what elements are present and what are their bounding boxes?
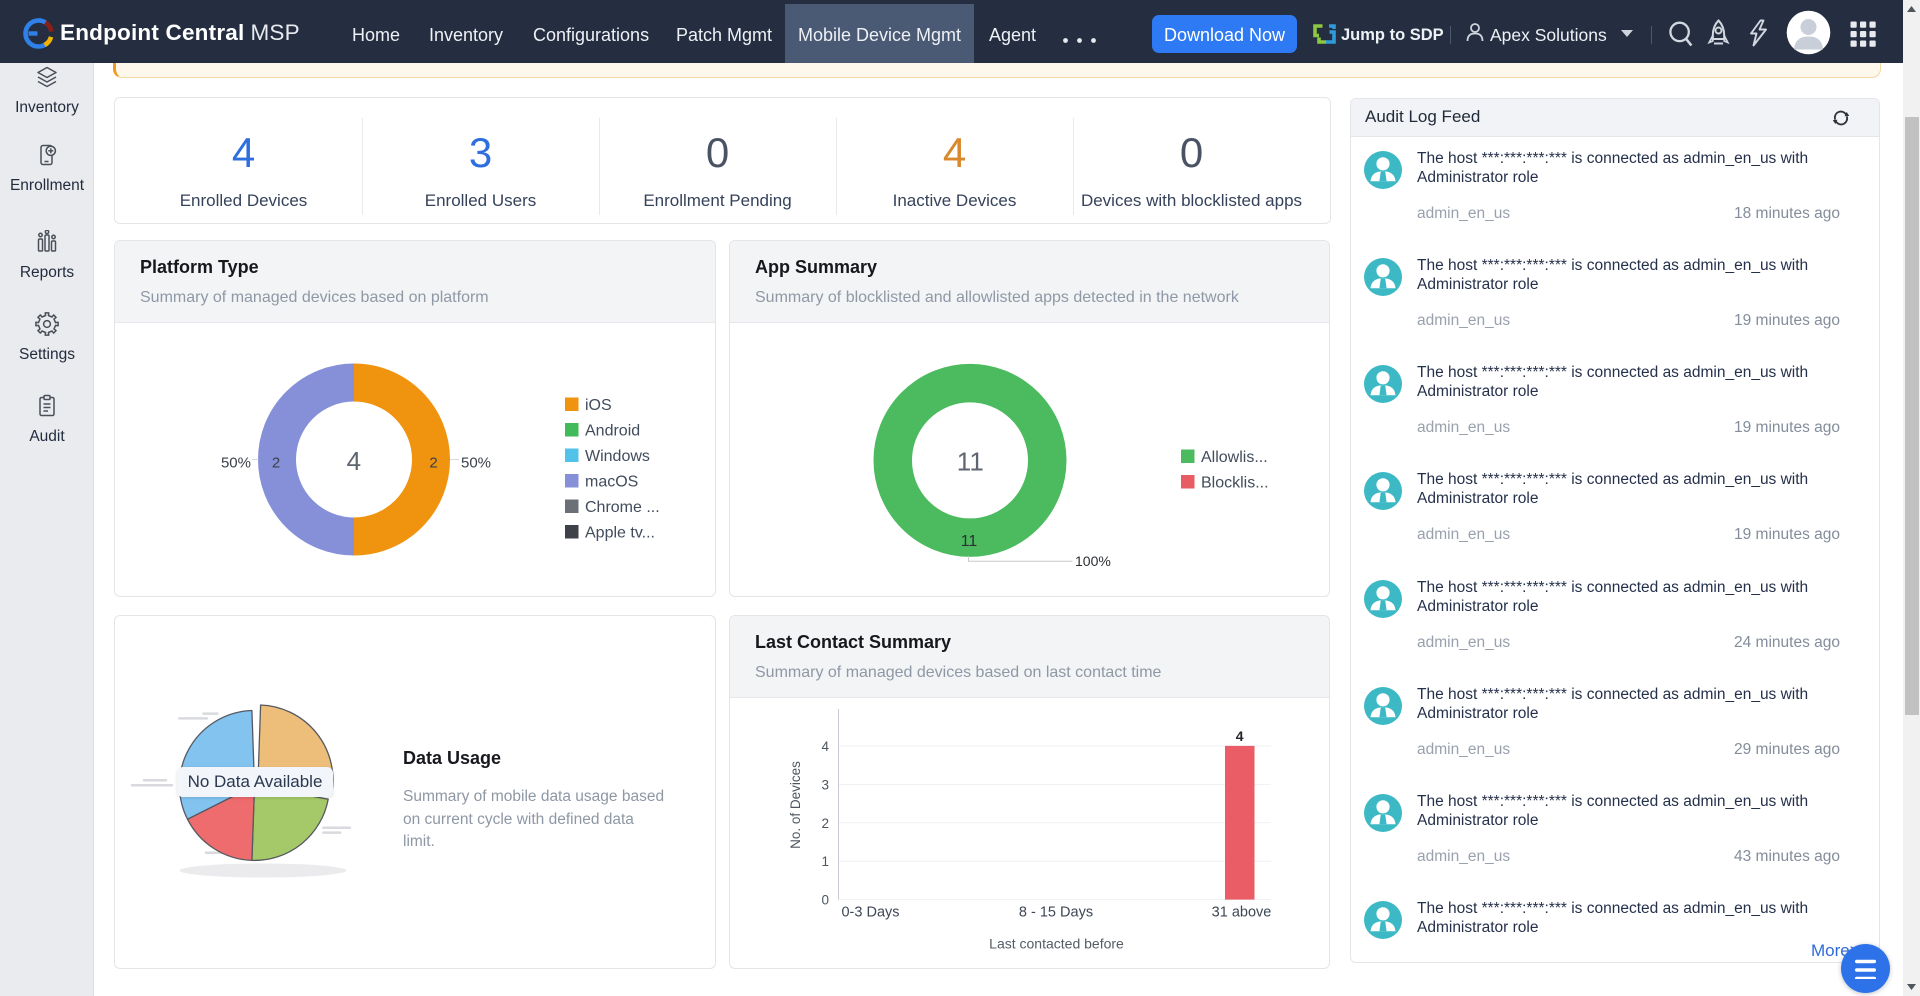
svg-text:11: 11	[961, 533, 978, 550]
svg-text:0-3 Days: 0-3 Days	[841, 905, 899, 921]
svg-text:Last contacted before: Last contacted before	[989, 936, 1124, 952]
svg-text:8 - 15 Days: 8 - 15 Days	[1019, 905, 1093, 921]
svg-text:Allowlis...: Allowlis...	[1201, 449, 1268, 466]
svg-text:Blocklis...: Blocklis...	[1201, 475, 1269, 492]
svg-text:1: 1	[821, 854, 829, 869]
svg-text:macOS: macOS	[585, 474, 638, 491]
svg-text:4: 4	[1236, 728, 1244, 744]
svg-text:iOS: iOS	[585, 397, 612, 414]
svg-text:2: 2	[821, 816, 829, 831]
svg-text:Android: Android	[585, 423, 640, 440]
svg-text:Chrome ...: Chrome ...	[585, 499, 660, 516]
svg-text:No. of Devices: No. of Devices	[788, 761, 803, 849]
svg-text:11: 11	[957, 446, 984, 476]
svg-text:4: 4	[347, 446, 361, 476]
svg-text:50%: 50%	[461, 455, 491, 472]
svg-text:2: 2	[429, 455, 437, 472]
svg-text:50%: 50%	[221, 455, 251, 472]
svg-text:3: 3	[821, 777, 829, 792]
svg-text:31 above: 31 above	[1212, 905, 1272, 921]
svg-text:100%: 100%	[1075, 553, 1111, 569]
svg-text:2: 2	[272, 455, 280, 472]
svg-text:0: 0	[821, 893, 829, 908]
svg-text:4: 4	[821, 739, 829, 754]
svg-text:Windows: Windows	[585, 448, 650, 465]
svg-text:Apple tv...: Apple tv...	[585, 525, 655, 542]
